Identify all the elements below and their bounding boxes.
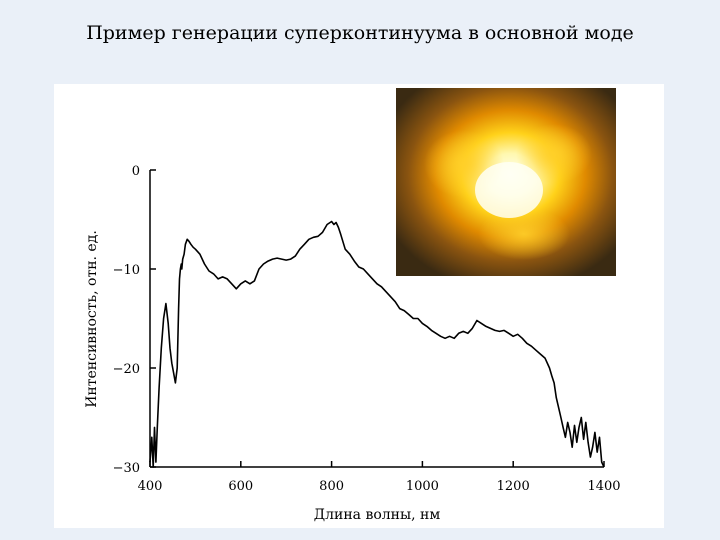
mode-spot-image [396, 88, 616, 276]
x-axis-title: Длина волны, нм [314, 507, 441, 523]
series-line-spectrum [149, 220, 605, 468]
x-tick-label: 400 [138, 479, 163, 494]
slide-title: Пример генерации суперконтинуума в основ… [86, 22, 634, 44]
x-tick-label: 600 [228, 479, 253, 494]
x-tick-label: 1400 [587, 479, 620, 494]
x-tick-label: 800 [319, 479, 344, 494]
y-axis-title: Интенсивность, отн. ед. [84, 230, 100, 408]
figure-panel: 400 600 800 1000 1200 1400 0 −10 −20 −30 Длина во… [54, 84, 664, 528]
x-tick-label: 1000 [406, 479, 439, 494]
y-tick-label: −20 [113, 362, 140, 377]
y-tick-label: −30 [113, 461, 140, 476]
x-tick-label: 1200 [497, 479, 530, 494]
y-tick-label: −10 [113, 263, 140, 278]
tick-labels: 400 600 800 1000 1200 1400 0 −10 −20 −30 [113, 164, 621, 494]
y-tick-label: 0 [132, 164, 140, 179]
spectrum-chart: 400 600 800 1000 1200 1400 0 −10 −20 −30 Длина во… [84, 88, 621, 523]
